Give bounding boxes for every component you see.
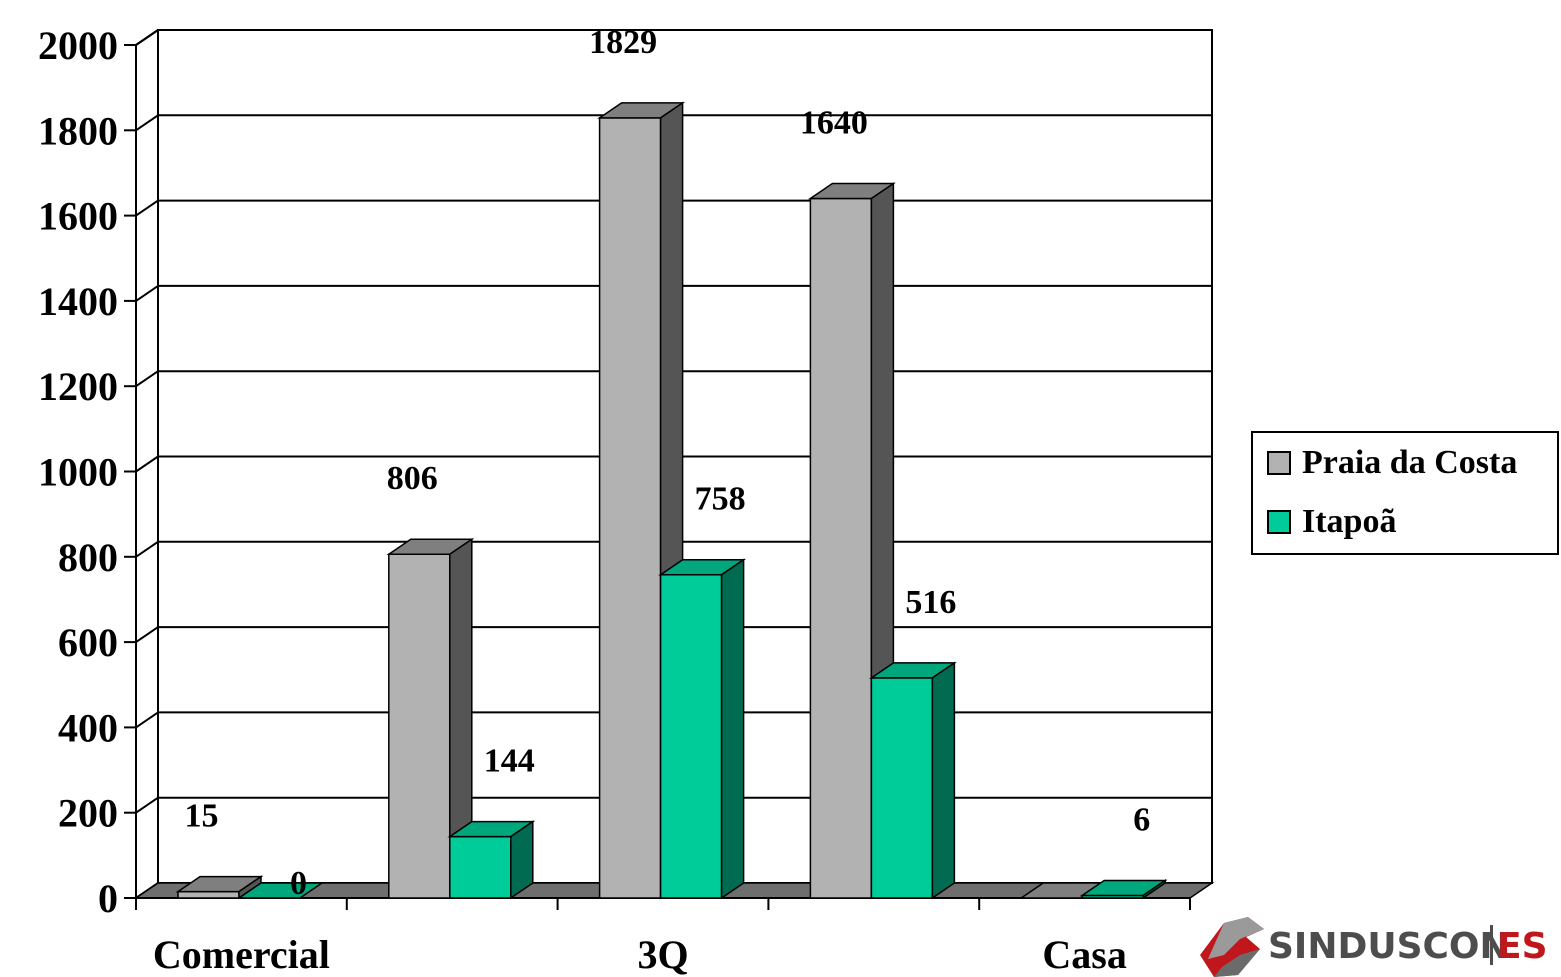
logo-divider xyxy=(1490,925,1493,965)
data-label: 1640 xyxy=(800,105,868,142)
data-label: 516 xyxy=(905,584,956,621)
y-tick-label: 600 xyxy=(58,620,118,665)
y-axis-top-line xyxy=(135,29,159,46)
bar-itapoa-side xyxy=(1142,879,1166,900)
bar-itapoa xyxy=(447,820,536,900)
side-wall-line xyxy=(135,796,159,814)
logo-text-main: SINDUSCON xyxy=(1268,926,1510,967)
bar-praia-da-costa-front xyxy=(809,197,873,899)
y-tick-label: 1000 xyxy=(38,450,118,495)
data-label: 1829 xyxy=(589,24,657,61)
y-tick-label: 2000 xyxy=(38,23,118,68)
bar-itapoa-side xyxy=(931,661,956,900)
data-label: 806 xyxy=(387,460,438,497)
side-wall-line xyxy=(135,455,159,473)
data-label: 144 xyxy=(484,743,535,780)
bar-itapoa-front xyxy=(449,835,512,899)
bar-itapoa-side xyxy=(720,558,745,900)
data-labels: 15 806 1829 1640 0 144 758 516 6 xyxy=(185,24,1151,902)
side-wall-line xyxy=(135,370,159,388)
data-label: 6 xyxy=(1133,801,1150,838)
bar-praia-da-costa-front xyxy=(598,117,662,899)
x-category-label: Comercial xyxy=(153,932,330,977)
legend-box xyxy=(1251,431,1559,555)
y-tick-label: 200 xyxy=(58,791,118,836)
side-wall-line xyxy=(135,540,159,558)
y-tick-label: 0 xyxy=(98,876,118,921)
bar-itapoa-side xyxy=(510,820,534,900)
side-wall-line xyxy=(135,626,159,643)
y-tick-label: 1600 xyxy=(38,194,118,239)
legend: Praia da Costa Itapoã xyxy=(1251,431,1559,555)
data-label: 758 xyxy=(695,481,746,518)
legend-label: Itapoã xyxy=(1302,503,1396,540)
bar-itapoa xyxy=(658,558,747,900)
data-label: 15 xyxy=(185,798,219,835)
axes: 0 200 400 600 800 1000 1200 1400 1600 1800 2000 Com… xyxy=(38,23,1191,977)
y-tick-label: 1200 xyxy=(38,364,118,409)
logo-text-suffix: ES xyxy=(1497,926,1548,967)
logo-mark xyxy=(1200,917,1264,977)
logo-shape-grey xyxy=(1208,917,1264,959)
y-tick-label: 1800 xyxy=(38,108,118,153)
y-tick-label: 1400 xyxy=(38,279,118,324)
legend-swatch xyxy=(1267,451,1291,475)
bar-itapoa-zero xyxy=(236,882,325,899)
x-category-label: 3Q xyxy=(637,932,688,977)
y-tick-label: 400 xyxy=(58,705,118,750)
x-category-label: Casa xyxy=(1042,932,1126,977)
bar-praia-da-costa-front xyxy=(388,553,451,899)
bar-praia-da-costa xyxy=(597,101,686,900)
legend-swatch xyxy=(1267,510,1291,534)
y-tick-label: 800 xyxy=(58,535,118,580)
data-label: 0 xyxy=(290,865,307,902)
side-wall-line xyxy=(135,114,159,132)
bar-itapoa-front xyxy=(659,573,723,899)
bar-itapoa xyxy=(1079,879,1168,900)
legend-label: Praia da Costa xyxy=(1302,444,1517,481)
bar-itapoa-front xyxy=(870,677,934,899)
logo-shape-dark xyxy=(1214,949,1260,977)
bars xyxy=(175,101,1168,900)
side-wall-line xyxy=(135,711,159,729)
side-wall-line xyxy=(135,199,159,217)
bar-praia-da-costa xyxy=(386,537,475,900)
side-wall-line xyxy=(135,285,159,302)
bar-praia-da-costa-front xyxy=(177,890,240,899)
bar-itapoa xyxy=(868,661,957,900)
